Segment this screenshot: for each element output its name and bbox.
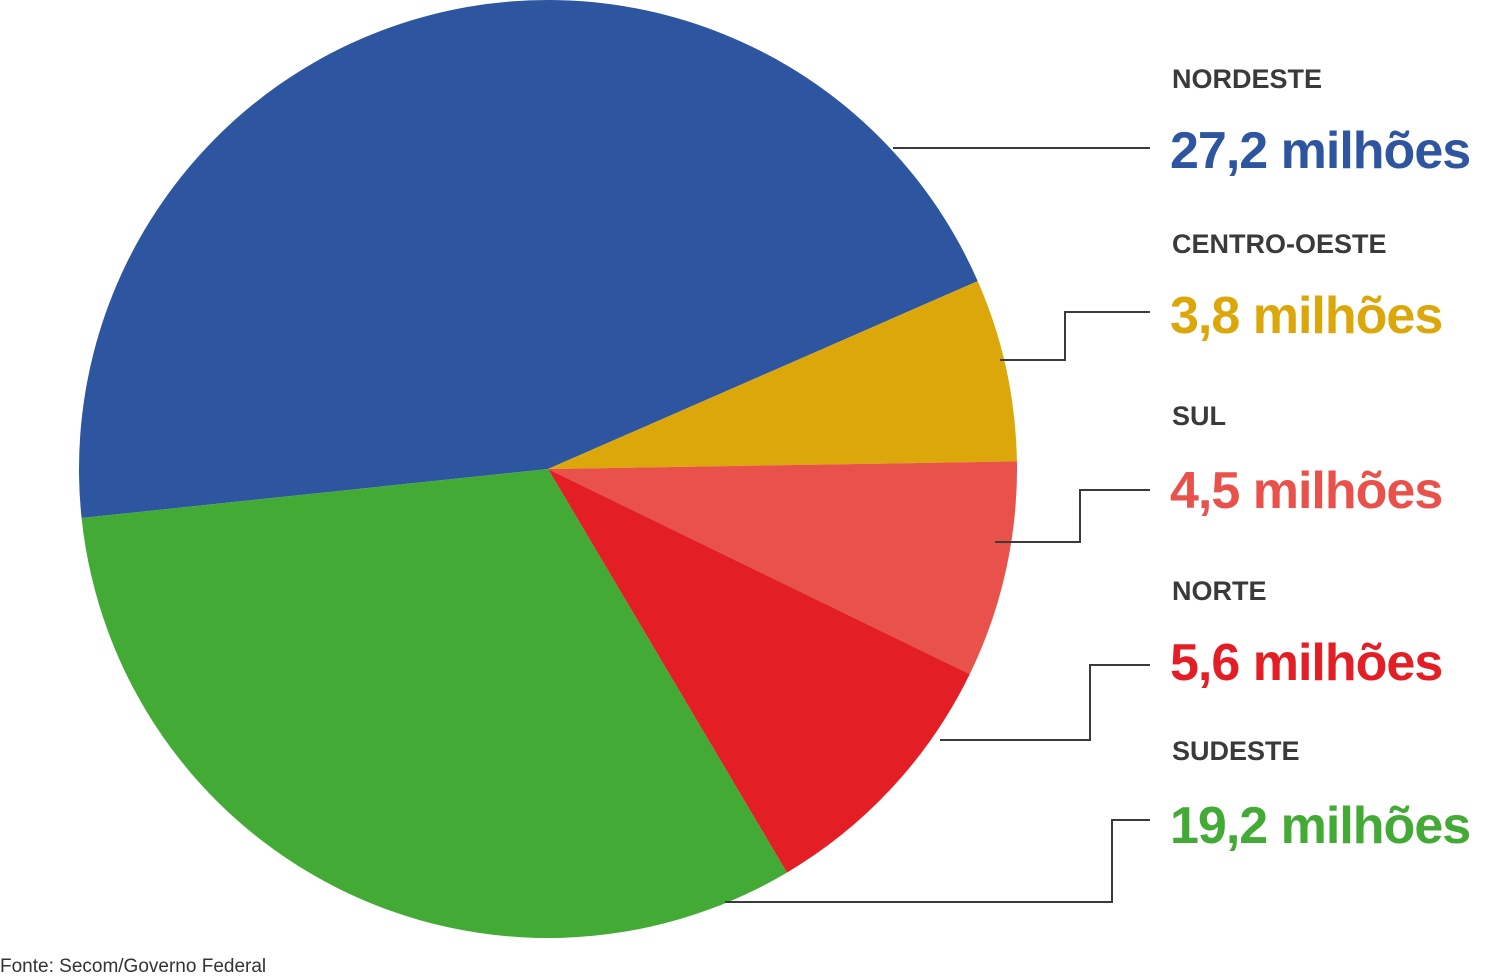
value-label: 4,5 milhões <box>1170 462 1442 520</box>
pie-slice <box>79 0 978 519</box>
leader-line <box>995 489 1150 543</box>
pie-slice <box>81 469 787 939</box>
value-label: 19,2 milhões <box>1170 797 1470 855</box>
pie-slice <box>548 281 1017 469</box>
value-label: 27,2 milhões <box>1170 122 1470 180</box>
leader-line <box>940 664 1150 741</box>
pie-slice <box>548 469 970 873</box>
legend-label: SUL <box>1172 401 1226 431</box>
legend-label: NORDESTE <box>1172 64 1322 94</box>
pie <box>79 0 1018 939</box>
legend-label: NORTE <box>1172 576 1267 606</box>
source: Fonte: Secom/Governo Federal <box>0 956 266 977</box>
leader-lines <box>725 147 1150 903</box>
pie-slice <box>548 461 1018 675</box>
value-label: 5,6 milhões <box>1170 634 1442 692</box>
value-label: 3,8 milhões <box>1170 287 1442 345</box>
legend-label: SUDESTE <box>1172 736 1300 766</box>
legend-label: CENTRO-OESTE <box>1172 229 1387 259</box>
leader-line <box>725 819 1150 903</box>
leader-line <box>1000 311 1150 361</box>
